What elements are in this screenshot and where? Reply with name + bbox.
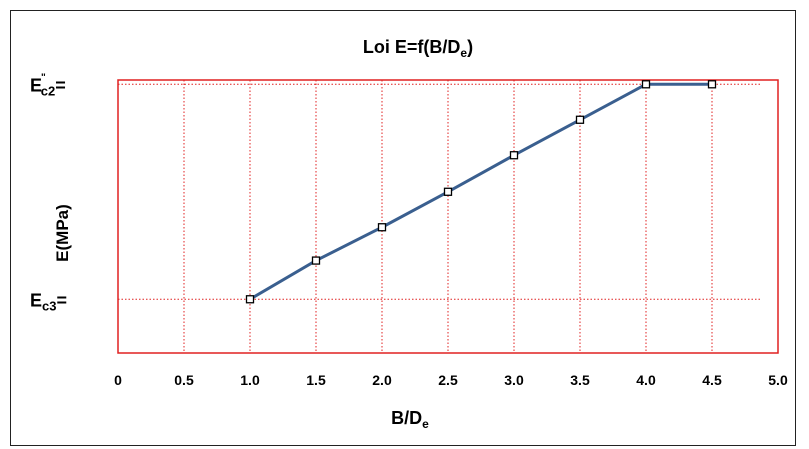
x-tick-label: 4.0 [636,372,656,388]
x-tick-label: 5.0 [768,372,788,388]
x-tick-label: 0 [114,372,122,388]
y-marker-label: E" c2= [30,72,66,98]
y-axis-label: E(MPa) [53,204,72,262]
x-tick-label: 4.5 [702,372,722,388]
x-tick-labels: 0 0.5 1.0 1.5 2.0 2.5 3.0 3.5 4.0 4.5 5.0 [114,372,788,388]
x-tick-label: 2.5 [438,372,458,388]
x-tick-label: 2.0 [372,372,392,388]
y-marker-labels: Ec3= E" c2= [30,72,67,313]
chart-frame [10,10,796,446]
data-point [641,80,651,89]
series [245,80,717,304]
series-line [249,82,712,301]
x-tick-label: 3.0 [504,372,524,388]
chart-title: Loi E=f(B/De) [363,37,473,60]
data-point [443,187,453,196]
data-point [311,256,321,265]
x-axis-label: B/De [391,408,429,431]
data-point [575,115,585,124]
data-point [707,80,717,89]
y-marker-label: Ec3= [30,290,67,313]
x-tick-label: 3.5 [570,372,590,388]
grid [118,80,760,353]
data-point [245,295,255,304]
x-tick-label: 0.5 [174,372,194,388]
x-tick-label: 1.0 [240,372,260,388]
data-point [377,223,387,232]
x-tick-label: 1.5 [306,372,326,388]
data-point [509,151,519,160]
